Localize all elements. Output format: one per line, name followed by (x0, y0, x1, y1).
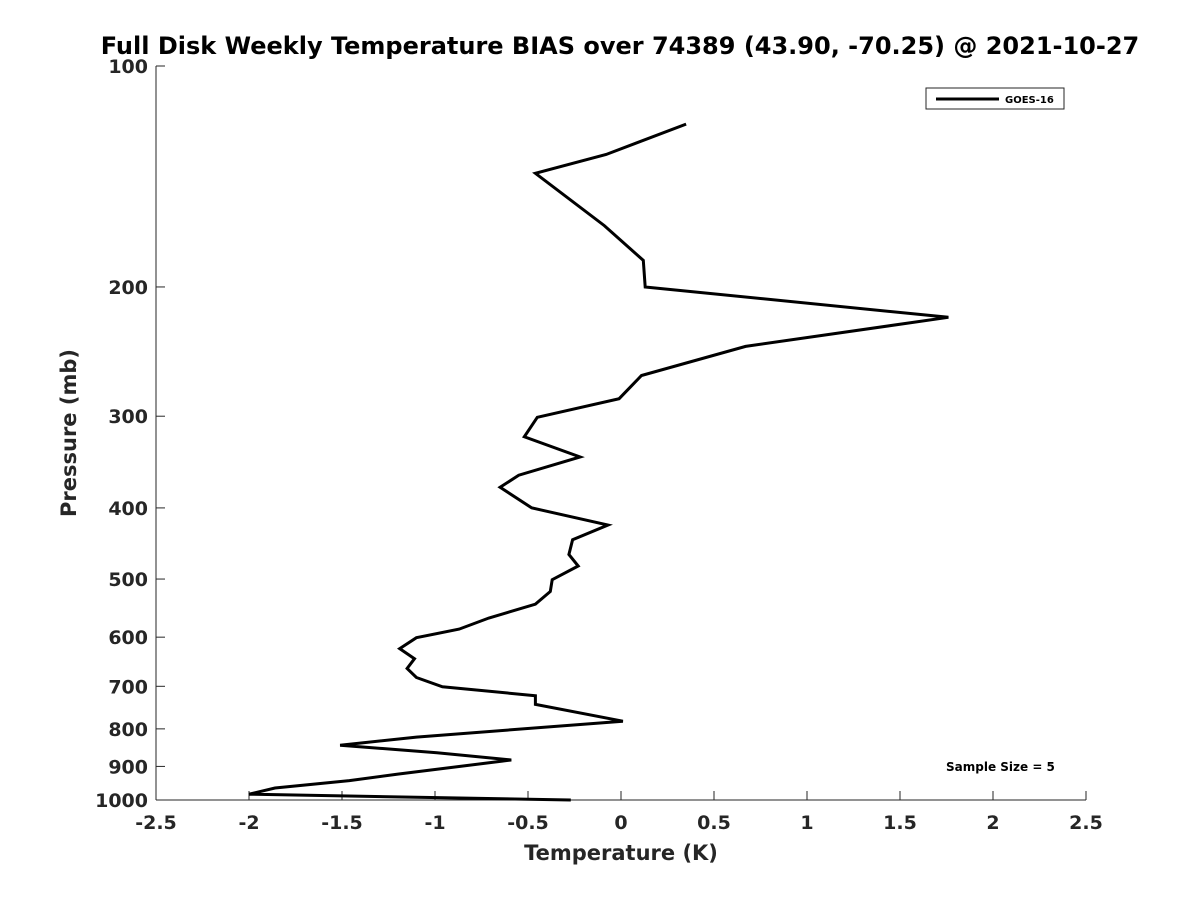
legend-label-goes-16: GOES-16 (1005, 95, 1054, 106)
x-tick-label: -0.5 (507, 812, 549, 834)
x-tick-label: -1 (424, 812, 445, 834)
series-layer (248, 122, 949, 802)
x-tick-label: -2 (238, 812, 259, 834)
x-tick-label: 0 (614, 812, 627, 834)
y-tick-label: 300 (108, 406, 148, 428)
y-axis-label: Pressure (mb) (57, 349, 81, 517)
chart-title: Full Disk Weekly Temperature BIAS over 7… (101, 32, 1140, 60)
x-tick-label: 0.5 (697, 812, 731, 834)
y-tick-label: 400 (108, 498, 148, 520)
sample-size-annotation: Sample Size = 5 (946, 760, 1055, 774)
y-tick-label: 800 (108, 719, 148, 741)
x-tick-label: -2.5 (135, 812, 177, 834)
x-tick-label: 1 (800, 812, 813, 834)
legend: GOES-16 (925, 87, 1065, 110)
series-line-goes-16 (248, 122, 949, 802)
y-ticks: 100 200 300 400 500 600 700 800 900 1000 (95, 56, 165, 812)
x-axis-label: Temperature (K) (524, 841, 718, 865)
x-tick-label: 2 (986, 812, 999, 834)
x-tick-label: -1.5 (321, 812, 363, 834)
x-tick-label: 1.5 (883, 812, 917, 834)
y-tick-label: 200 (108, 277, 148, 299)
y-tick-label: 1000 (95, 790, 148, 812)
y-tick-label: 900 (108, 756, 148, 778)
y-tick-label: 100 (108, 56, 148, 78)
y-tick-label: 700 (108, 676, 148, 698)
x-tick-label: 2.5 (1069, 812, 1103, 834)
y-tick-label: 500 (108, 569, 148, 591)
x-ticks: -2.5 -2 -1.5 -1 -0.5 0 0.5 1 1.5 2 2.5 (135, 791, 1103, 834)
y-tick-label: 600 (108, 627, 148, 649)
